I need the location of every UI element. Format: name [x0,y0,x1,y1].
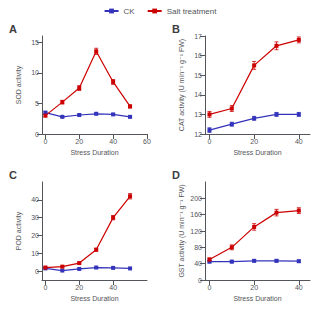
svg-text:0: 0 [35,268,39,275]
svg-text:D: D [172,169,180,181]
svg-text:Stress Duration: Stress Duration [233,295,281,302]
svg-text:20: 20 [250,284,258,291]
svg-text:C: C [9,169,17,181]
svg-text:80: 80 [194,244,202,251]
svg-text:200: 200 [190,195,202,202]
svg-text:40: 40 [109,284,117,291]
svg-text:15: 15 [31,39,39,46]
svg-text:CAT activity (U min⁻¹ g⁻¹ FW): CAT activity (U min⁻¹ g⁻¹ FW) [178,39,186,131]
svg-text:5: 5 [35,100,39,107]
svg-text:40: 40 [295,138,303,145]
svg-text:0: 0 [43,138,47,145]
svg-text:12: 12 [194,131,202,138]
svg-text:CK: CK [124,7,136,16]
svg-text:Salt treatment: Salt treatment [167,7,218,16]
svg-text:0: 0 [198,277,202,284]
svg-text:Stress Duration: Stress Duration [70,149,118,156]
svg-text:Stress Duration: Stress Duration [233,149,281,156]
svg-text:120: 120 [190,228,202,235]
svg-text:60: 60 [143,138,151,145]
svg-text:40: 40 [31,196,39,203]
svg-text:0: 0 [43,284,47,291]
svg-text:17: 17 [194,33,202,40]
svg-text:Stress Duration: Stress Duration [70,295,118,302]
svg-text:10: 10 [31,250,39,257]
svg-text:30: 30 [31,214,39,221]
svg-text:40: 40 [109,138,117,145]
svg-text:15: 15 [194,72,202,79]
svg-text:20: 20 [250,138,258,145]
svg-text:0: 0 [208,138,212,145]
svg-text:POD activity: POD activity [15,211,23,250]
svg-text:A: A [9,23,17,35]
svg-text:16: 16 [194,52,202,59]
svg-text:0: 0 [35,131,39,138]
svg-text:160: 160 [190,211,202,218]
svg-text:GST activity (U min⁻¹ g⁻¹ FW): GST activity (U min⁻¹ g⁻¹ FW) [178,184,186,277]
svg-text:14: 14 [194,91,202,98]
svg-text:20: 20 [31,232,39,239]
svg-text:SOD activity: SOD activity [15,65,23,104]
svg-text:20: 20 [75,138,83,145]
svg-text:40: 40 [295,284,303,291]
svg-text:0: 0 [208,284,212,291]
svg-text:13: 13 [194,111,202,118]
svg-text:10: 10 [31,69,39,76]
svg-text:B: B [172,23,180,35]
svg-text:20: 20 [75,284,83,291]
svg-text:40: 40 [194,260,202,267]
